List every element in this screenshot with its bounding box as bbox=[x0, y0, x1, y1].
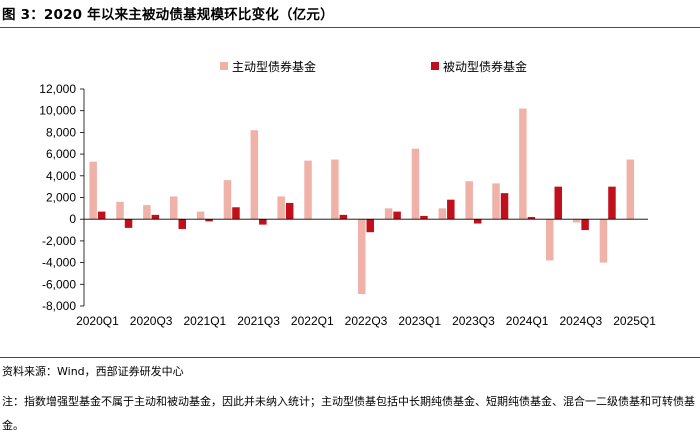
bar-active-2025Q1 bbox=[626, 159, 635, 220]
y-tick-label: 12,000 bbox=[39, 82, 76, 96]
chart-title: 图 3：2020 年以来主被动债基规模环比变化（亿元） bbox=[2, 7, 334, 23]
bar-passive-2023Q2 bbox=[447, 199, 455, 220]
bar-passive-2020Q2 bbox=[124, 219, 133, 228]
bar-passive-2023Q4 bbox=[500, 193, 509, 220]
y-tick-label: -8,000 bbox=[42, 299, 76, 313]
y-tick-label: -6,000 bbox=[42, 277, 76, 291]
x-tick-label: 2024Q3 bbox=[560, 314, 603, 328]
bar-active-2023Q3 bbox=[465, 181, 473, 220]
bottom-rule bbox=[0, 357, 700, 358]
note-text: 注：指数增强型基金不属于主动和被动基金，因此并未纳入统计；主动型债基包括中长期纯… bbox=[2, 395, 695, 432]
y-tick-label: 8,000 bbox=[46, 125, 76, 139]
x-tick-label: 2022Q3 bbox=[345, 314, 388, 328]
bar-passive-2023Q1 bbox=[420, 215, 428, 220]
bar-chart: 主动型债券基金 被动型债券基金 12,000 10,000 8,000 6,000 4,0… bbox=[39, 59, 656, 328]
y-tick-label: -2,000 bbox=[42, 234, 76, 248]
bar-active-2024Q3 bbox=[572, 219, 581, 223]
y-tick-label: 10,000 bbox=[39, 104, 76, 118]
x-tick-label: 2022Q1 bbox=[291, 314, 334, 328]
x-tick-label: 2023Q3 bbox=[452, 314, 495, 328]
x-axis: 2020Q1 2020Q3 2021Q1 2021Q3 2022Q1 2022Q3 2023… bbox=[76, 218, 656, 328]
bar-passive-2024Q1 bbox=[527, 217, 536, 220]
bar-active-2023Q2 bbox=[438, 208, 447, 220]
legend-swatch-0 bbox=[220, 62, 228, 70]
x-tick-label: 2024Q1 bbox=[506, 314, 549, 328]
bar-active-2020Q3 bbox=[143, 205, 151, 220]
legend: 主动型债券基金 被动型债券基金 bbox=[220, 59, 527, 74]
bar-active-2020Q4 bbox=[170, 196, 178, 220]
bar-active-2021Q4 bbox=[277, 196, 285, 220]
bars bbox=[89, 108, 635, 295]
bar-active-2021Q3 bbox=[250, 130, 259, 220]
legend-label-1: 被动型债券基金 bbox=[443, 59, 527, 74]
top-rule bbox=[0, 27, 700, 28]
x-tick-label: 2021Q3 bbox=[237, 314, 280, 328]
bar-active-2020Q1 bbox=[89, 161, 97, 220]
bar-passive-2021Q2 bbox=[232, 207, 240, 220]
bar-passive-2021Q1 bbox=[205, 219, 213, 222]
bar-active-2021Q2 bbox=[223, 180, 232, 220]
y-tick-label: -4,000 bbox=[42, 256, 76, 270]
bar-passive-2020Q4 bbox=[178, 219, 186, 229]
bar-active-2023Q1 bbox=[411, 148, 420, 220]
bar-passive-2022Q4 bbox=[393, 211, 401, 220]
bar-active-2024Q4 bbox=[599, 219, 608, 263]
bar-active-2022Q2 bbox=[331, 159, 339, 220]
bar-active-2022Q3 bbox=[358, 219, 366, 295]
bar-active-2022Q4 bbox=[384, 208, 393, 220]
x-tick-label: 2021Q1 bbox=[184, 314, 227, 328]
x-tick-label: 2023Q1 bbox=[398, 314, 441, 328]
x-tick-label: 2020Q3 bbox=[130, 314, 173, 328]
legend-label-0: 主动型债券基金 bbox=[232, 59, 316, 74]
bar-passive-2020Q3 bbox=[151, 214, 160, 220]
source-text: 资料来源：Wind，西部证券研发中心 bbox=[2, 365, 184, 378]
bar-passive-2021Q3 bbox=[259, 219, 267, 225]
y-tick-label: 4,000 bbox=[46, 169, 76, 183]
bar-passive-2022Q2 bbox=[339, 214, 348, 220]
legend-swatch-1 bbox=[431, 62, 439, 70]
bar-active-2023Q4 bbox=[492, 183, 500, 220]
y-tick-label: 6,000 bbox=[46, 147, 76, 161]
y-tick-label: 2,000 bbox=[46, 191, 76, 205]
bar-passive-2023Q3 bbox=[473, 219, 482, 224]
y-axis: 12,000 10,000 8,000 6,000 4,000 2,000 0 -2,000 -… bbox=[39, 82, 85, 313]
bar-passive-2020Q1 bbox=[97, 211, 106, 220]
bar-passive-2021Q4 bbox=[285, 202, 294, 220]
x-tick-label: 2025Q1 bbox=[613, 314, 656, 328]
bar-active-2022Q1 bbox=[304, 160, 312, 220]
x-tick-label: 2020Q1 bbox=[76, 314, 119, 328]
bar-active-2024Q1 bbox=[519, 108, 527, 220]
bar-active-2020Q2 bbox=[116, 201, 124, 220]
bar-active-2021Q1 bbox=[196, 211, 205, 220]
bar-passive-2024Q3 bbox=[581, 219, 589, 231]
bar-passive-2024Q4 bbox=[608, 186, 616, 220]
bar-passive-2024Q2 bbox=[554, 186, 562, 220]
bar-passive-2022Q3 bbox=[366, 219, 374, 233]
y-tick-label: 0 bbox=[69, 212, 76, 226]
bar-active-2024Q2 bbox=[546, 219, 554, 261]
